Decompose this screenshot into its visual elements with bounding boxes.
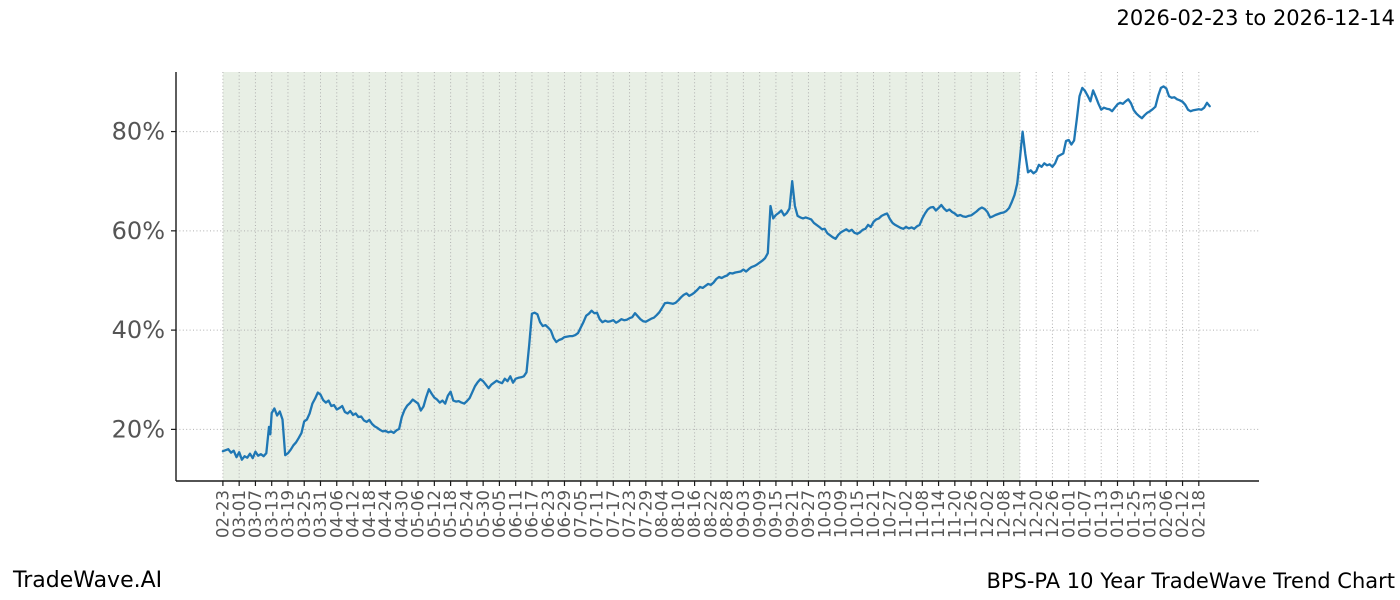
x-tick-label: 12-02	[978, 490, 997, 538]
trend-line	[221, 85, 1211, 461]
x-tick-label: 07-11	[588, 490, 607, 538]
x-tick-label: 11-20	[945, 490, 964, 538]
x-tick-label: 03-07	[246, 490, 265, 538]
x-tick-label: 07-23	[620, 490, 639, 538]
x-tick-label: 04-24	[376, 490, 395, 538]
x-tick-label: 02-06	[1157, 490, 1176, 538]
x-tick-label: 08-16	[685, 490, 704, 538]
x-tick-label: 09-21	[783, 490, 802, 538]
x-tick-label: 11-02	[897, 490, 916, 538]
x-tick-label: 01-19	[1108, 490, 1127, 538]
x-tick-label: 09-09	[750, 490, 769, 538]
x-tick-label: 03-13	[262, 490, 281, 538]
x-tick-label: 02-23	[214, 490, 233, 538]
x-tick-label: 01-13	[1092, 490, 1111, 538]
x-tick-label: 10-03	[815, 490, 834, 538]
x-tick-label: 04-06	[327, 490, 346, 538]
y-tick-label: 80%	[112, 117, 165, 145]
x-tick-label: 08-22	[701, 490, 720, 538]
x-tick-label: 10-27	[880, 490, 899, 538]
x-tick-label: 01-31	[1141, 490, 1160, 538]
x-tick-label: 08-28	[718, 490, 737, 538]
date-range-title: 2026-02-23 to 2026-12-14	[1116, 6, 1395, 30]
x-tick-label: 04-30	[392, 490, 411, 538]
x-tick-label: 06-29	[555, 490, 574, 538]
x-tick-label: 01-25	[1124, 490, 1143, 538]
x-tick-label: 05-18	[441, 490, 460, 538]
y-tick-label: 60%	[112, 217, 165, 245]
x-tick-label: 12-08	[994, 490, 1013, 538]
x-tick-label: 12-26	[1043, 490, 1062, 538]
highlight-band	[222, 72, 1020, 481]
x-tick-label: 10-09	[832, 490, 851, 538]
y-tick-label: 20%	[112, 415, 165, 443]
x-tick-label: 04-18	[360, 490, 379, 538]
x-tick-label: 06-23	[539, 490, 558, 538]
x-tick-label: 03-01	[230, 490, 249, 538]
x-tick-label: 02-18	[1189, 490, 1208, 538]
x-tick-label: 06-05	[490, 490, 509, 538]
x-tick-label: 05-06	[409, 490, 428, 538]
x-tick-label: 11-08	[913, 490, 932, 538]
y-tick-label: 40%	[112, 316, 165, 344]
x-tick-label: 05-24	[457, 490, 476, 538]
x-tick-label: 07-17	[604, 490, 623, 538]
x-tick-label: 03-31	[311, 490, 330, 538]
x-tick-label: 11-14	[929, 490, 948, 538]
x-tick-label: 11-26	[962, 490, 981, 538]
x-tick-label: 12-14	[1011, 490, 1030, 538]
x-tick-label: 04-12	[344, 490, 363, 538]
x-tick-label: 03-25	[295, 490, 314, 538]
x-tick-label: 06-17	[523, 490, 542, 538]
x-tick-label: 03-19	[279, 490, 298, 538]
x-tick-label: 09-03	[734, 490, 753, 538]
x-tick-label: 01-01	[1059, 490, 1078, 538]
x-tick-label: 07-05	[571, 490, 590, 538]
brand-text: TradeWave.AI	[13, 568, 163, 593]
x-tick-label: 01-07	[1076, 490, 1095, 538]
x-tick-label: 12-20	[1027, 490, 1046, 538]
x-tick-label: 08-04	[653, 490, 672, 538]
x-tick-label: 10-21	[864, 490, 883, 538]
x-tick-label: 06-11	[506, 490, 525, 538]
x-tick-label: 07-29	[636, 490, 655, 538]
x-tick-label: 08-10	[669, 490, 688, 538]
x-tick-label: 05-30	[474, 490, 493, 538]
x-tick-label: 10-15	[848, 490, 867, 538]
chart-caption: BPS-PA 10 Year TradeWave Trend Chart	[986, 569, 1395, 593]
x-tick-label: 09-15	[767, 490, 786, 538]
x-tick-label: 02-12	[1173, 490, 1192, 538]
x-tick-label: 05-12	[425, 490, 444, 538]
x-tick-label: 09-27	[799, 490, 818, 538]
